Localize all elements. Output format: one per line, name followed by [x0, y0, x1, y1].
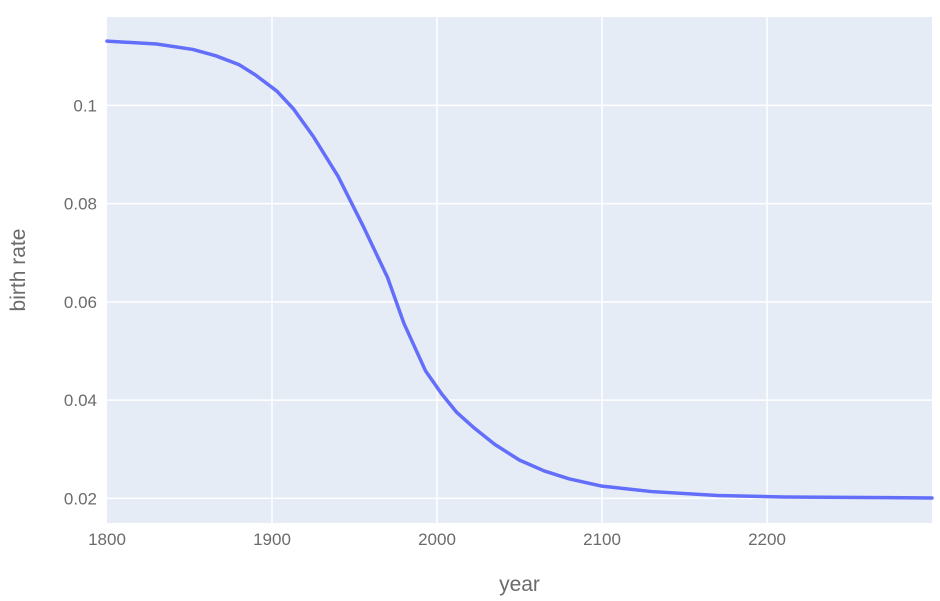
- x-tick-label: 2200: [748, 530, 786, 549]
- series-line: [105, 39, 934, 500]
- y-tick-label: 0.1: [73, 96, 97, 115]
- series-layer: [105, 39, 934, 500]
- x-axis-ticks: 1800 1900 2000 2100 2200: [88, 530, 786, 549]
- x-axis-title: year: [499, 573, 540, 596]
- x-tick-label: 1800: [88, 530, 126, 549]
- y-tick-label: 0.08: [64, 195, 97, 214]
- y-tick-label: 0.06: [64, 293, 97, 312]
- x-tick-label: 2100: [583, 530, 621, 549]
- plot-background: [107, 17, 932, 523]
- x-tick-label: 2000: [418, 530, 456, 549]
- y-axis-ticks: 0.02 0.04 0.06 0.08 0.1: [64, 96, 97, 508]
- y-axis-title: birth rate: [7, 229, 30, 312]
- y-tick-label: 0.02: [64, 489, 97, 508]
- y-tick-label: 0.04: [64, 391, 97, 410]
- grid-lines: [107, 17, 932, 523]
- x-tick-label: 1900: [253, 530, 291, 549]
